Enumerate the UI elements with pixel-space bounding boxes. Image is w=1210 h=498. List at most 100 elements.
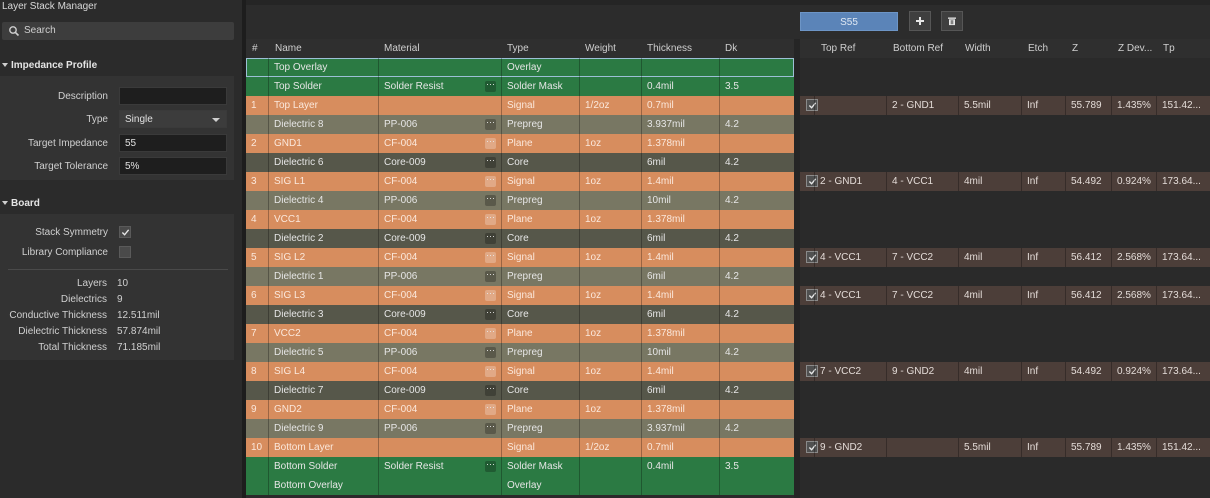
- cell-weight[interactable]: [579, 381, 641, 400]
- stack-row-overlay[interactable]: Top Overlay Overlay: [246, 58, 794, 77]
- cell-material[interactable]: [378, 476, 501, 495]
- stack-row-signal[interactable]: 5 SIG L2 CF-004 Signal 1oz 1.4mil ···: [246, 248, 794, 267]
- cell-dk[interactable]: 3.5: [725, 81, 739, 92]
- material-picker-icon[interactable]: ···: [485, 327, 496, 339]
- cell-weight[interactable]: 1oz: [585, 328, 602, 339]
- cell-material[interactable]: PP-006: [384, 195, 418, 206]
- cell-thickness[interactable]: 6mil: [647, 157, 666, 168]
- cell-thickness[interactable]: 3.937mil: [647, 119, 685, 130]
- cell-weight[interactable]: [579, 58, 641, 77]
- cell-weight[interactable]: [579, 191, 641, 210]
- cell-dk[interactable]: [719, 96, 794, 115]
- impedance-row-checkbox[interactable]: [806, 441, 818, 453]
- cell-weight[interactable]: 1oz: [585, 404, 602, 415]
- cell-z[interactable]: 56.412: [1071, 290, 1102, 301]
- col-header-etch[interactable]: Etch: [1028, 43, 1049, 54]
- cell-bottom-ref[interactable]: 2 - GND1: [892, 100, 935, 111]
- cell-type[interactable]: Solder Mask: [507, 461, 563, 472]
- col-header-top-ref[interactable]: Top Ref: [821, 43, 856, 54]
- cell-weight[interactable]: [579, 476, 641, 495]
- cell-name[interactable]: Top Layer: [274, 100, 318, 111]
- cell-tp[interactable]: 173.64...: [1162, 252, 1201, 263]
- cell-thickness[interactable]: 0.7mil: [647, 100, 674, 111]
- cell-type[interactable]: Core: [507, 385, 529, 396]
- cell-z[interactable]: 54.492: [1071, 366, 1102, 377]
- cell-name[interactable]: Dielectric 1: [274, 271, 324, 282]
- cell-type[interactable]: Plane: [507, 404, 533, 415]
- stack-row-plane[interactable]: 9 GND2 CF-004 Plane 1oz 1.378mil ···: [246, 400, 794, 419]
- cell-dk[interactable]: [719, 324, 794, 343]
- cell-material[interactable]: Core-009: [384, 385, 426, 396]
- cell-material[interactable]: Solder Resist: [384, 81, 444, 92]
- cell-dk[interactable]: 4.2: [725, 195, 739, 206]
- cell-material[interactable]: [378, 96, 501, 115]
- cell-weight[interactable]: 1oz: [585, 176, 602, 187]
- material-picker-icon[interactable]: ···: [485, 365, 496, 377]
- cell-width[interactable]: 4mil: [964, 366, 983, 377]
- cell-weight[interactable]: 1/2oz: [585, 442, 610, 453]
- cell-type[interactable]: Solder Mask: [507, 81, 563, 92]
- cell-dk[interactable]: 4.2: [725, 271, 739, 282]
- stack-row-prepreg[interactable]: Dielectric 5 PP-006 Prepreg 10mil 4.2 ···: [246, 343, 794, 362]
- cell-z-deviation[interactable]: 2.568%: [1117, 290, 1151, 301]
- cell-z-deviation[interactable]: 1.435%: [1117, 100, 1151, 111]
- cell-dk[interactable]: [719, 134, 794, 153]
- material-picker-icon[interactable]: ···: [485, 403, 496, 415]
- cell-dk[interactable]: 4.2: [725, 119, 739, 130]
- cell-weight[interactable]: [579, 343, 641, 362]
- stack-row-overlay[interactable]: Bottom Overlay Overlay: [246, 476, 794, 495]
- material-picker-icon[interactable]: ···: [485, 460, 496, 472]
- type-select[interactable]: Single: [119, 110, 227, 128]
- stack-row-prepreg[interactable]: Dielectric 1 PP-006 Prepreg 6mil 4.2 ···: [246, 267, 794, 286]
- material-picker-icon[interactable]: ···: [485, 213, 496, 225]
- cell-bottom-ref[interactable]: [886, 438, 958, 457]
- cell-type[interactable]: Plane: [507, 214, 533, 225]
- cell-material[interactable]: CF-004: [384, 404, 418, 415]
- cell-thickness[interactable]: 0.4mil: [647, 81, 674, 92]
- cell-etch[interactable]: Inf: [1027, 366, 1039, 377]
- cell-name[interactable]: GND2: [274, 404, 302, 415]
- cell-dk[interactable]: 4.2: [725, 423, 739, 434]
- cell-thickness[interactable]: 1.378mil: [647, 138, 685, 149]
- stack-row-plane[interactable]: 7 VCC2 CF-004 Plane 1oz 1.378mil ···: [246, 324, 794, 343]
- cell-material[interactable]: PP-006: [384, 119, 418, 130]
- stack-row-plane[interactable]: 4 VCC1 CF-004 Plane 1oz 1.378mil ···: [246, 210, 794, 229]
- cell-name[interactable]: SIG L1: [274, 176, 306, 187]
- stack-row-solder[interactable]: Top Solder Solder Resist Solder Mask 0.4mil…: [246, 77, 794, 96]
- cell-material[interactable]: Core-009: [384, 157, 426, 168]
- cell-name[interactable]: SIG L2: [274, 252, 306, 263]
- cell-dk[interactable]: [719, 438, 794, 457]
- cell-type[interactable]: Signal: [507, 366, 535, 377]
- cell-thickness[interactable]: 1.4mil: [647, 290, 674, 301]
- cell-name[interactable]: VCC1: [274, 214, 301, 225]
- stack-row-prepreg[interactable]: Dielectric 8 PP-006 Prepreg 3.937mil 4.2 ···: [246, 115, 794, 134]
- cell-name[interactable]: Dielectric 5: [274, 347, 324, 358]
- stack-row-signal[interactable]: 6 SIG L3 CF-004 Signal 1oz 1.4mil ···: [246, 286, 794, 305]
- cell-name[interactable]: Dielectric 9: [274, 423, 324, 434]
- cell-thickness[interactable]: 6mil: [647, 385, 666, 396]
- cell-type[interactable]: Signal: [507, 100, 535, 111]
- cell-name[interactable]: VCC2: [274, 328, 301, 339]
- col-header-bottom-ref[interactable]: Bottom Ref: [893, 43, 944, 54]
- cell-width[interactable]: 4mil: [964, 252, 983, 263]
- cell-etch[interactable]: Inf: [1027, 442, 1039, 453]
- cell-weight[interactable]: 1/2oz: [585, 100, 610, 111]
- cell-material[interactable]: Core-009: [384, 309, 426, 320]
- board-header[interactable]: Board: [2, 198, 40, 209]
- cell-material[interactable]: CF-004: [384, 252, 418, 263]
- impedance-row[interactable]: 9 - GND2 5.5mil Inf 55.789 1.435% 151.42...: [800, 438, 1210, 457]
- cell-tp[interactable]: 173.64...: [1162, 176, 1201, 187]
- cell-z-deviation[interactable]: 1.435%: [1117, 442, 1151, 453]
- material-picker-icon[interactable]: ···: [485, 194, 496, 206]
- impedance-profile-tab[interactable]: S55: [800, 12, 898, 31]
- material-picker-icon[interactable]: ···: [485, 80, 496, 92]
- cell-name[interactable]: Dielectric 4: [274, 195, 324, 206]
- cell-top-ref[interactable]: 2 - GND1: [820, 176, 863, 187]
- cell-thickness[interactable]: 1.4mil: [647, 366, 674, 377]
- material-picker-icon[interactable]: ···: [485, 422, 496, 434]
- cell-dk[interactable]: [719, 172, 794, 191]
- cell-dk[interactable]: 4.2: [725, 157, 739, 168]
- cell-material[interactable]: [378, 58, 501, 77]
- col-header-z-deviation[interactable]: Z Dev...: [1118, 43, 1153, 54]
- cell-name[interactable]: Top Solder: [274, 81, 322, 92]
